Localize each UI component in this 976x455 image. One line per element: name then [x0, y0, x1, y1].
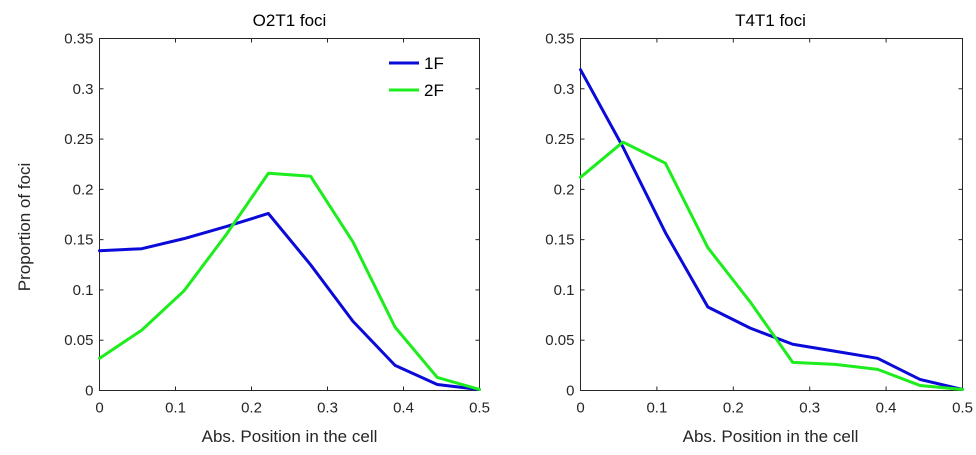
- y-tick-label: 0.2: [554, 181, 575, 198]
- x-axis-label: Abs. Position in the cell: [683, 427, 859, 446]
- x-tick-label: 0.4: [876, 400, 897, 417]
- legend-label-2F: 2F: [424, 81, 444, 100]
- legend-label-1F: 1F: [424, 54, 444, 73]
- ticks-group: 0 0.1 0.2 0.3 0.4 0.5 0 0.05 0.1 0.15 0.2 0.25 0.3 0.…: [545, 31, 973, 417]
- x-axis-label: Abs. Position in the cell: [202, 427, 378, 446]
- x-tick-label: 0.3: [317, 400, 338, 417]
- y-tick-label: 0.35: [545, 31, 574, 48]
- x-tick-label: 0.4: [393, 400, 414, 417]
- series-lines: [579, 68, 964, 391]
- y-tick-label: 0.25: [64, 131, 93, 148]
- ticks-group: 0 0.1 0.2 0.3 0.4 0.5 0 0.05 0.1 0.15 0.2 0.25 0.3 0.…: [64, 31, 490, 417]
- chart-title: T4T1 foci: [735, 11, 806, 30]
- series-line-1F: [98, 211, 481, 391]
- y-tick-label: 0.1: [73, 282, 94, 299]
- chart-title: O2T1 foci: [253, 11, 327, 30]
- series-line-2F: [579, 140, 964, 391]
- chart-panel-t4t1: T4T1 foci Abs. Position in the cell 0 0.1…: [545, 11, 973, 446]
- series-line-1F: [579, 68, 964, 391]
- plot-area-frame: [580, 38, 963, 391]
- series-line-2F: [98, 171, 481, 391]
- y-tick-label: 0.3: [73, 81, 94, 98]
- x-tick-label: 0.5: [952, 400, 973, 417]
- y-tick-label: 0.15: [545, 232, 574, 249]
- x-tick-label: 0.2: [723, 400, 744, 417]
- series-lines: [98, 171, 481, 391]
- y-tick-label: 0: [85, 383, 93, 400]
- x-tick-label: 0: [576, 400, 584, 417]
- y-tick-label: 0.35: [64, 31, 93, 48]
- y-tick-label: 0.25: [545, 131, 574, 148]
- x-tick-label: 0: [95, 400, 103, 417]
- legend: 1F 2F: [389, 54, 444, 100]
- y-tick-label: 0.1: [554, 282, 575, 299]
- x-tick-label: 0.1: [646, 400, 667, 417]
- x-tick-label: 0.2: [241, 400, 262, 417]
- x-tick-label: 0.3: [799, 400, 820, 417]
- y-tick-label: 0.05: [64, 332, 93, 349]
- y-tick-label: 0.3: [554, 81, 575, 98]
- y-tick-label: 0.2: [73, 181, 94, 198]
- y-tick-label: 0: [566, 383, 574, 400]
- x-tick-label: 0.1: [165, 400, 186, 417]
- chart-panel-o2t1: O2T1 foci Abs. Position in the cell Prop…: [15, 11, 490, 446]
- y-axis-label: Proportion of foci: [15, 163, 34, 292]
- y-tick-label: 0.15: [64, 232, 93, 249]
- plot-area-frame: [99, 38, 480, 391]
- y-tick-label: 0.05: [545, 332, 574, 349]
- x-tick-label: 0.5: [469, 400, 490, 417]
